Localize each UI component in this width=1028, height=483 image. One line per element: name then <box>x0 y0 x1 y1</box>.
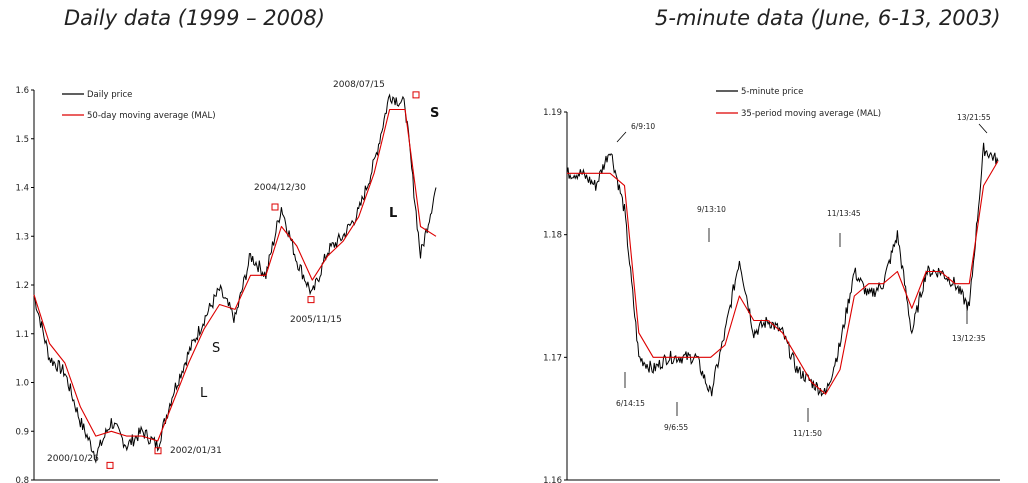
y-tick-label: 1.16 <box>543 476 562 483</box>
series-price-line <box>33 93 437 464</box>
annotation-2000-10-26: 2000/10/26 <box>47 454 99 464</box>
marked-point-2000-10-26 <box>106 461 114 469</box>
marked-point-2004-12-30 <box>271 203 279 211</box>
series-ma-line <box>567 160 999 395</box>
y-tick-label: 0.8 <box>15 476 29 483</box>
annotation-6-9-10: 6/9:10 <box>631 122 655 131</box>
left-y-ticks: 0.8 0.9 1.0 1.1 1.2 1.3 1.4 1.5 1.6 <box>15 86 34 483</box>
y-tick-label: 1.1 <box>15 330 29 340</box>
annotation-11-1-50: 11/1:50 <box>793 429 822 438</box>
y-tick-label: 0.9 <box>15 427 29 437</box>
signal-l-1: L <box>200 386 208 401</box>
marked-point-2005-11-15 <box>307 296 315 304</box>
y-tick-label: 1.4 <box>15 184 29 194</box>
y-tick-label: 1.2 <box>15 281 29 291</box>
y-tick-label: 1.19 <box>543 108 562 118</box>
annotation-2004-12-30: 2004/12/30 <box>254 183 306 193</box>
arrow-6-9-10 <box>616 131 627 143</box>
y-tick-label: 1.5 <box>15 135 29 145</box>
left-chart-title: Daily data (1999 – 2008) <box>64 6 325 30</box>
annotation-6-14-15: 6/14:15 <box>616 399 645 408</box>
annotation-9-13-10: 9/13:10 <box>697 205 726 214</box>
y-tick-label: 1.0 <box>15 379 29 389</box>
legend-ma-label: 50-day moving average (MAL) <box>87 111 216 121</box>
right-series-group <box>566 142 999 397</box>
y-tick-label: 1.3 <box>15 232 29 242</box>
signal-s-2: S <box>430 106 439 121</box>
right-y-ticks: 1.16 1.17 1.18 1.19 <box>543 108 567 483</box>
annotation-11-13-45: 11/13:45 <box>827 209 861 218</box>
y-tick-label: 1.6 <box>15 86 29 96</box>
right-chart-title: 5-minute data (June, 6-13, 2003) <box>655 6 1001 30</box>
legend-35ma-label: 35-period moving average (MAL) <box>741 109 881 119</box>
annotation-2005-11-15: 2005/11/15 <box>290 315 342 325</box>
annotation-2008-07-15: 2008/07/15 <box>333 80 385 90</box>
y-tick-label: 1.18 <box>543 231 562 241</box>
signal-l-2: L <box>389 206 397 221</box>
annotation-13-12-35: 13/12:35 <box>952 334 986 343</box>
left-series-group <box>33 91 437 469</box>
legend-daily-price-label: Daily price <box>87 90 132 100</box>
series-price-line <box>566 142 999 397</box>
y-tick-label: 1.17 <box>543 353 562 363</box>
arrow-13-21-55 <box>978 123 988 134</box>
series-ma-line <box>33 108 437 442</box>
legend-5min-price-label: 5-minute price <box>741 87 803 97</box>
marked-point-2002-01-31 <box>154 447 162 455</box>
annotation-9-6-55: 9/6:55 <box>664 423 688 432</box>
annotation-13-21-55: 13/21:55 <box>957 113 991 122</box>
marked-point-2008-07-15 <box>412 91 420 99</box>
signal-s-1: S <box>212 341 220 356</box>
annotation-2002-01-31: 2002/01/31 <box>170 446 222 456</box>
